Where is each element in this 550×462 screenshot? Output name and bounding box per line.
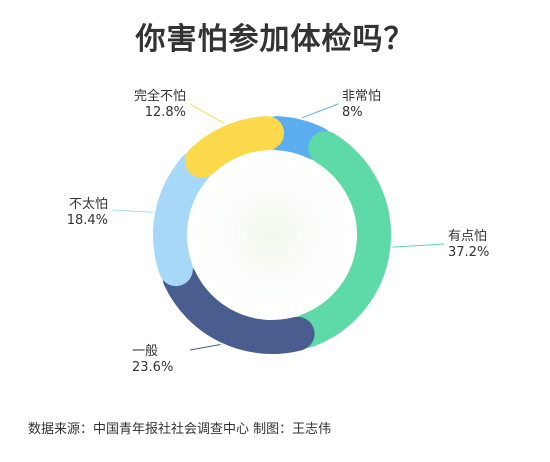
slice-label-不太怕: 不太怕 (69, 197, 108, 212)
slice-value-非常怕: 8% (342, 105, 363, 120)
donut-center (172, 135, 372, 335)
leader-不太怕 (111, 209, 154, 213)
leader-一般 (189, 343, 221, 351)
source-note: 数据来源：中国青年报社社会调查中心 制图：王志伟 (28, 422, 332, 437)
slice-value-一般: 23.6% (132, 360, 173, 375)
slice-有点怕 (289, 131, 391, 348)
slice-完全不怕 (185, 116, 285, 178)
slice-不太怕 (153, 150, 213, 287)
slice-label-有点怕: 有点怕 (448, 229, 487, 244)
slice-value-不太怕: 18.4% (67, 213, 108, 228)
slice-label-一般: 一般 (132, 343, 158, 359)
slice-label-完全不怕: 完全不怕 (134, 88, 186, 104)
leader-完全不怕 (189, 103, 225, 125)
slice-value-完全不怕: 12.8% (145, 105, 186, 120)
slice-一般 (162, 261, 315, 354)
chart-title: 你害怕参加体检吗？ (135, 22, 415, 57)
leader-非常怕 (301, 103, 339, 119)
leader-有点怕 (392, 243, 445, 248)
slice-label-非常怕: 非常怕 (342, 89, 381, 104)
slice-value-有点怕: 37.2% (448, 245, 489, 260)
